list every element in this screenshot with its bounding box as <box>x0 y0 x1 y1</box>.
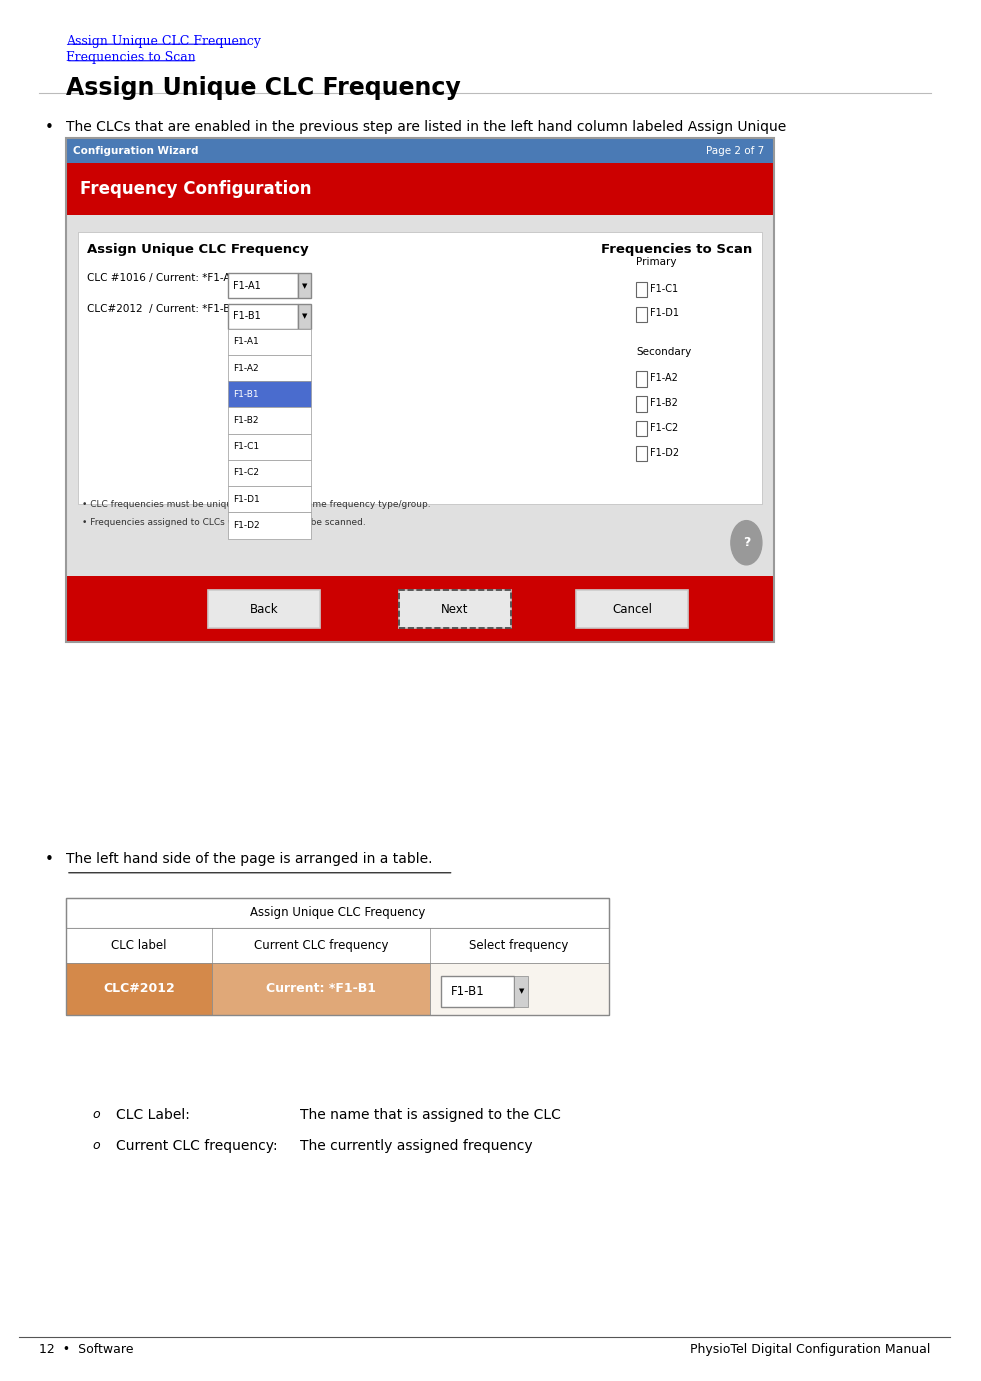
FancyBboxPatch shape <box>228 512 311 539</box>
Text: ?: ? <box>743 536 750 550</box>
Text: F1-A1: F1-A1 <box>232 337 258 347</box>
Text: Primary: Primary <box>636 257 676 267</box>
Text: Assign Unique CLC Frequency: Assign Unique CLC Frequency <box>66 76 461 99</box>
Text: Current CLC frequency:: Current CLC frequency: <box>117 1139 278 1153</box>
Text: F1-D1: F1-D1 <box>650 308 680 319</box>
Text: F1-D2: F1-D2 <box>232 521 259 530</box>
Text: o: o <box>92 1139 100 1152</box>
Text: Assign Unique CLC Frequency: Assign Unique CLC Frequency <box>87 243 309 255</box>
Text: ▼: ▼ <box>519 989 524 994</box>
FancyBboxPatch shape <box>66 215 774 576</box>
Text: F1-C2: F1-C2 <box>650 423 679 434</box>
Text: •: • <box>44 120 53 135</box>
Text: ▼: ▼ <box>302 313 307 319</box>
Text: CLC label: CLC label <box>112 939 167 952</box>
Circle shape <box>731 521 762 565</box>
Text: CLC#2012  / Current: *F1-B1: CLC#2012 / Current: *F1-B1 <box>87 304 237 313</box>
Text: Configuration Wizard: Configuration Wizard <box>73 145 198 156</box>
FancyBboxPatch shape <box>636 282 646 297</box>
Text: CLC Frequency.: CLC Frequency. <box>66 144 185 157</box>
Text: F1-B1: F1-B1 <box>232 311 260 322</box>
Text: F1-A2: F1-A2 <box>650 373 678 384</box>
Text: The CLCs that are enabled in the previous step are listed in the left hand colum: The CLCs that are enabled in the previou… <box>66 120 786 134</box>
FancyBboxPatch shape <box>66 928 609 963</box>
FancyBboxPatch shape <box>636 396 646 412</box>
Text: F1-C1: F1-C1 <box>650 283 679 294</box>
Text: • CLC frequencies must be unique and from the same frequency type/group.: • CLC frequencies must be unique and fro… <box>82 500 431 510</box>
FancyBboxPatch shape <box>66 163 774 215</box>
FancyBboxPatch shape <box>228 381 311 407</box>
FancyBboxPatch shape <box>430 963 609 1015</box>
Text: Back: Back <box>250 602 279 616</box>
FancyBboxPatch shape <box>66 576 774 642</box>
FancyBboxPatch shape <box>66 898 609 928</box>
FancyBboxPatch shape <box>213 963 430 1015</box>
FancyBboxPatch shape <box>66 138 774 163</box>
Text: F1-D1: F1-D1 <box>232 494 259 504</box>
Text: The name that is assigned to the CLC: The name that is assigned to the CLC <box>300 1108 561 1121</box>
Text: Frequencies to Scan: Frequencies to Scan <box>66 51 195 64</box>
Text: PhysioTel Digital Configuration Manual: PhysioTel Digital Configuration Manual <box>691 1344 931 1356</box>
Text: Secondary: Secondary <box>636 347 692 356</box>
FancyBboxPatch shape <box>228 355 311 381</box>
Text: F1-B1: F1-B1 <box>451 985 485 998</box>
Text: The currently assigned frequency: The currently assigned frequency <box>300 1139 533 1153</box>
Text: F1-A1: F1-A1 <box>232 280 260 291</box>
FancyBboxPatch shape <box>66 963 213 1015</box>
Text: Page 2 of 7: Page 2 of 7 <box>705 145 764 156</box>
FancyBboxPatch shape <box>228 486 311 512</box>
Text: Assign Unique CLC Frequency: Assign Unique CLC Frequency <box>66 35 261 47</box>
FancyBboxPatch shape <box>636 446 646 461</box>
FancyBboxPatch shape <box>297 304 311 329</box>
Text: F1-C2: F1-C2 <box>232 468 259 478</box>
Text: • Frequencies assigned to CLCs will automatically be scanned.: • Frequencies assigned to CLCs will auto… <box>82 518 366 528</box>
FancyBboxPatch shape <box>297 273 311 298</box>
FancyBboxPatch shape <box>576 590 688 628</box>
Text: F1-C1: F1-C1 <box>232 442 259 452</box>
FancyBboxPatch shape <box>514 976 529 1007</box>
Text: F1-B1: F1-B1 <box>232 389 258 399</box>
Text: CLC #1016 / Current: *F1-A1: CLC #1016 / Current: *F1-A1 <box>87 273 237 283</box>
FancyBboxPatch shape <box>228 273 297 298</box>
FancyBboxPatch shape <box>228 329 311 355</box>
Text: Cancel: Cancel <box>612 602 652 616</box>
FancyBboxPatch shape <box>399 590 511 628</box>
Text: •: • <box>44 852 53 867</box>
Text: F1-D2: F1-D2 <box>650 447 680 458</box>
Text: o: o <box>92 1108 100 1120</box>
FancyBboxPatch shape <box>228 407 311 434</box>
Text: F1-B2: F1-B2 <box>650 398 678 409</box>
Text: Select frequency: Select frequency <box>470 939 569 952</box>
Text: Current CLC frequency: Current CLC frequency <box>254 939 388 952</box>
Text: ▼: ▼ <box>302 283 307 289</box>
FancyBboxPatch shape <box>636 307 646 322</box>
Text: The left hand side of the page is arranged in a table.: The left hand side of the page is arrang… <box>66 852 433 866</box>
FancyBboxPatch shape <box>228 304 297 329</box>
Text: Next: Next <box>441 602 469 616</box>
Text: Frequencies to Scan: Frequencies to Scan <box>601 243 752 255</box>
FancyBboxPatch shape <box>208 590 320 628</box>
Text: CLC Label:: CLC Label: <box>117 1108 190 1121</box>
FancyBboxPatch shape <box>228 460 311 486</box>
Text: Frequency Configuration: Frequency Configuration <box>80 180 312 199</box>
FancyBboxPatch shape <box>441 976 514 1007</box>
Text: F1-B2: F1-B2 <box>232 416 258 425</box>
FancyBboxPatch shape <box>636 371 646 387</box>
Text: Current: *F1-B1: Current: *F1-B1 <box>266 982 376 996</box>
FancyBboxPatch shape <box>228 434 311 460</box>
Text: Assign Unique CLC Frequency: Assign Unique CLC Frequency <box>249 906 425 920</box>
Text: F1-A2: F1-A2 <box>232 363 258 373</box>
FancyBboxPatch shape <box>636 421 646 436</box>
FancyBboxPatch shape <box>77 232 762 504</box>
Text: 12  •  Software: 12 • Software <box>39 1344 133 1356</box>
Text: CLC#2012: CLC#2012 <box>103 982 175 996</box>
